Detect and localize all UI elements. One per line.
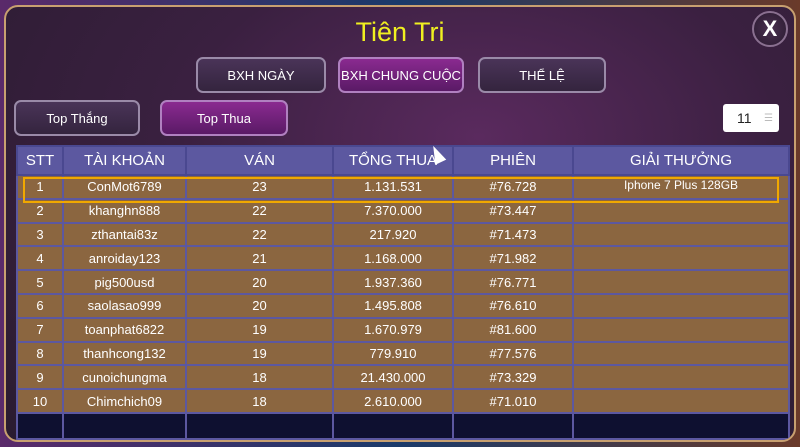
table-cell bbox=[572, 245, 790, 272]
table-cell: Iphone 7 Plus 128GB bbox=[572, 174, 790, 200]
empty-cell bbox=[16, 411, 64, 440]
close-button[interactable]: X bbox=[752, 11, 788, 47]
table-cell: ConMot6789 bbox=[62, 174, 187, 200]
table-cell: 22 bbox=[185, 197, 334, 224]
table-cell: 22 bbox=[185, 221, 334, 248]
menu-icon: ☰ bbox=[764, 113, 773, 124]
table-cell: #71.010 bbox=[452, 388, 574, 414]
table-cell: 23 bbox=[185, 174, 334, 200]
tab-bxh-ngay[interactable]: BXH NGÀY bbox=[196, 57, 326, 93]
tab-the-le[interactable]: THỂ LỆ bbox=[478, 57, 606, 93]
table-cell: 2 bbox=[16, 197, 64, 224]
column-header: PHIÊN bbox=[452, 145, 574, 176]
table-cell: #77.576 bbox=[452, 340, 574, 367]
table-cell: 779.910 bbox=[332, 340, 454, 367]
empty-row bbox=[16, 411, 790, 440]
table-cell: 1 bbox=[16, 174, 64, 200]
table-row: 10 Chimchich09 18 2.610.000 #71.010 bbox=[16, 388, 790, 414]
table-cell: 1.495.808 bbox=[332, 292, 454, 319]
table-cell bbox=[572, 340, 790, 367]
empty-cell bbox=[572, 411, 790, 440]
table-cell: 1.131.531 bbox=[332, 174, 454, 200]
empty-cell bbox=[332, 411, 454, 440]
table-cell bbox=[572, 197, 790, 224]
table-cell: saolasao999 bbox=[62, 292, 187, 319]
table-row: 2 khanghn888 22 7.370.000 #73.447 bbox=[16, 197, 790, 224]
table-cell: cunoichungma bbox=[62, 364, 187, 391]
table-cell: 18 bbox=[185, 388, 334, 414]
tab-top-thang[interactable]: Top Thắng bbox=[14, 100, 140, 136]
column-header: STT bbox=[16, 145, 64, 176]
table-cell: 20 bbox=[185, 292, 334, 319]
table-cell bbox=[572, 316, 790, 343]
column-header: TÀI KHOẢN bbox=[62, 145, 187, 176]
table-cell: #71.982 bbox=[452, 245, 574, 272]
table-row: 7 toanphat6822 19 1.670.979 #81.600 bbox=[16, 316, 790, 343]
table-row: 5 pig500usd 20 1.937.360 #76.771 bbox=[16, 269, 790, 295]
table-cell: 1.670.979 bbox=[332, 316, 454, 343]
table-cell: #76.728 bbox=[452, 174, 574, 200]
column-header: TỔNG THUA bbox=[332, 145, 454, 176]
dialog-title: Tiên Tri bbox=[355, 17, 445, 47]
table-cell: 3 bbox=[16, 221, 64, 248]
table-cell: khanghn888 bbox=[62, 197, 187, 224]
table-cell bbox=[572, 292, 790, 319]
empty-cell bbox=[62, 411, 187, 440]
table-cell: #76.610 bbox=[452, 292, 574, 319]
empty-cell bbox=[452, 411, 574, 440]
table-cell: 1.937.360 bbox=[332, 269, 454, 295]
table-cell bbox=[572, 388, 790, 414]
table-cell: 7 bbox=[16, 316, 64, 343]
empty-cell bbox=[185, 411, 334, 440]
table-row: 6 saolasao999 20 1.495.808 #76.610 bbox=[16, 292, 790, 319]
table-cell: 1.168.000 bbox=[332, 245, 454, 272]
table-row: 3 zthantai83z 22 217.920 #71.473 bbox=[16, 221, 790, 248]
table-cell: 19 bbox=[185, 340, 334, 367]
table-cell: #73.329 bbox=[452, 364, 574, 391]
column-header: GIẢI THƯỞNG bbox=[572, 145, 790, 176]
select-value: 11 bbox=[737, 110, 752, 126]
table-cell: #73.447 bbox=[452, 197, 574, 224]
table-cell bbox=[572, 221, 790, 248]
column-header: VÁN bbox=[185, 145, 334, 176]
table-cell: 18 bbox=[185, 364, 334, 391]
table-cell: 217.920 bbox=[332, 221, 454, 248]
table-row: 8 thanhcong132 19 779.910 #77.576 bbox=[16, 340, 790, 367]
table-cell: 20 bbox=[185, 269, 334, 295]
table-cell: 21 bbox=[185, 245, 334, 272]
leaderboard-table: STT TÀI KHOẢN VÁN TỔNG THUA PHIÊN GIẢI THƯỞNG… bbox=[16, 145, 790, 440]
table-cell: zthantai83z bbox=[62, 221, 187, 248]
table-cell: 7.370.000 bbox=[332, 197, 454, 224]
table-cell: #81.600 bbox=[452, 316, 574, 343]
table-cell: Chimchich09 bbox=[62, 388, 187, 414]
month-select[interactable]: 11 ☰ bbox=[723, 104, 779, 132]
table-cell: 4 bbox=[16, 245, 64, 272]
table-cell: 19 bbox=[185, 316, 334, 343]
table-cell: toanphat6822 bbox=[62, 316, 187, 343]
table-cell: 9 bbox=[16, 364, 64, 391]
table-cell: thanhcong132 bbox=[62, 340, 187, 367]
tab-bxh-chung-cuoc[interactable]: BXH CHUNG CUỘC bbox=[338, 57, 464, 93]
table-cell bbox=[572, 269, 790, 295]
table-row: 1 ConMot6789 23 1.131.531 #76.728 Iphone 7 Pl… bbox=[16, 174, 790, 200]
table-row: 9 cunoichungma 18 21.430.000 #73.329 bbox=[16, 364, 790, 391]
table-cell: 2.610.000 bbox=[332, 388, 454, 414]
leaderboard-dialog: Tiên Tri X BXH NGÀY BXH CHUNG CUỘC THỂ L… bbox=[4, 5, 796, 442]
table-cell: 21.430.000 bbox=[332, 364, 454, 391]
table-cell: pig500usd bbox=[62, 269, 187, 295]
table-cell: 5 bbox=[16, 269, 64, 295]
table-cell: 8 bbox=[16, 340, 64, 367]
table-cell: #71.473 bbox=[452, 221, 574, 248]
table-cell: 10 bbox=[16, 388, 64, 414]
table-cell bbox=[572, 364, 790, 391]
table-cell: anroiday123 bbox=[62, 245, 187, 272]
table-cell: 6 bbox=[16, 292, 64, 319]
table-row: 4 anroiday123 21 1.168.000 #71.982 bbox=[16, 245, 790, 272]
table-cell: #76.771 bbox=[452, 269, 574, 295]
tab-top-thua[interactable]: Top Thua bbox=[160, 100, 288, 136]
